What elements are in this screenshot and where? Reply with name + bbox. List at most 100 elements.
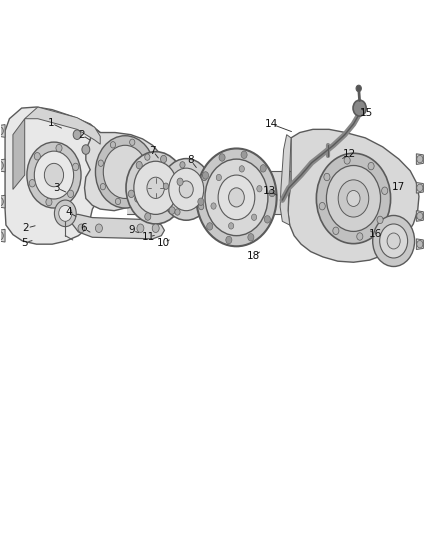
Circle shape: [347, 190, 360, 206]
Circle shape: [218, 175, 255, 220]
Circle shape: [417, 240, 423, 248]
Circle shape: [98, 160, 103, 166]
Text: 12: 12: [343, 149, 356, 159]
Circle shape: [229, 188, 244, 207]
Text: 10: 10: [156, 238, 170, 247]
Circle shape: [56, 144, 62, 152]
Polygon shape: [0, 229, 5, 242]
Text: 13: 13: [263, 186, 276, 196]
Text: 15: 15: [360, 108, 373, 118]
Circle shape: [130, 139, 135, 146]
Text: 6: 6: [80, 223, 87, 233]
Circle shape: [229, 223, 234, 229]
Circle shape: [134, 196, 140, 202]
Text: 7: 7: [149, 146, 156, 156]
Text: 11: 11: [141, 232, 155, 243]
Circle shape: [417, 184, 423, 191]
Circle shape: [373, 215, 415, 266]
Circle shape: [145, 154, 150, 160]
Circle shape: [257, 185, 262, 192]
Circle shape: [201, 174, 207, 181]
Text: 2: 2: [23, 223, 29, 233]
Circle shape: [319, 203, 325, 210]
Polygon shape: [417, 211, 424, 221]
Text: 14: 14: [265, 119, 278, 129]
Circle shape: [241, 151, 247, 158]
Circle shape: [248, 233, 254, 241]
Text: 17: 17: [392, 182, 406, 192]
Circle shape: [78, 224, 85, 232]
Circle shape: [145, 213, 151, 220]
Circle shape: [380, 224, 408, 258]
Circle shape: [73, 163, 79, 171]
Circle shape: [377, 216, 383, 224]
Circle shape: [269, 189, 275, 197]
Circle shape: [239, 166, 244, 172]
Text: 8: 8: [187, 155, 194, 165]
Circle shape: [67, 190, 74, 198]
Circle shape: [0, 231, 4, 240]
Circle shape: [264, 216, 270, 223]
Circle shape: [344, 157, 350, 164]
Circle shape: [316, 154, 391, 244]
Circle shape: [211, 203, 216, 209]
Circle shape: [152, 224, 159, 232]
Circle shape: [128, 190, 134, 198]
Circle shape: [198, 204, 204, 210]
Circle shape: [356, 85, 361, 92]
Circle shape: [226, 236, 232, 244]
Circle shape: [357, 233, 363, 240]
Circle shape: [251, 214, 257, 221]
Circle shape: [338, 180, 369, 217]
Circle shape: [147, 177, 152, 184]
Circle shape: [82, 145, 90, 155]
Circle shape: [136, 161, 142, 169]
Circle shape: [34, 151, 74, 199]
Circle shape: [169, 168, 204, 211]
Circle shape: [417, 156, 423, 163]
Circle shape: [100, 183, 106, 190]
Circle shape: [110, 142, 116, 148]
Circle shape: [169, 207, 175, 214]
Circle shape: [34, 152, 40, 160]
Polygon shape: [0, 159, 5, 172]
Circle shape: [260, 165, 266, 172]
Circle shape: [44, 164, 64, 187]
Text: 16: 16: [369, 229, 382, 239]
Circle shape: [205, 159, 268, 236]
Circle shape: [175, 209, 180, 215]
Polygon shape: [417, 154, 424, 165]
Circle shape: [219, 154, 225, 161]
Circle shape: [126, 152, 185, 224]
Circle shape: [202, 172, 208, 179]
Circle shape: [161, 159, 212, 220]
Polygon shape: [417, 182, 424, 193]
Polygon shape: [13, 119, 25, 189]
Text: 18: 18: [247, 251, 261, 261]
Text: 2: 2: [78, 130, 85, 140]
Text: 5: 5: [21, 238, 28, 247]
Circle shape: [95, 136, 155, 208]
Circle shape: [353, 100, 366, 116]
Circle shape: [387, 233, 400, 249]
Circle shape: [381, 187, 388, 195]
Text: 3: 3: [53, 183, 60, 193]
Circle shape: [333, 227, 339, 235]
Circle shape: [134, 161, 177, 214]
Circle shape: [0, 127, 4, 135]
Circle shape: [0, 161, 4, 169]
Circle shape: [46, 198, 52, 206]
Circle shape: [115, 198, 120, 205]
Circle shape: [196, 149, 277, 246]
Circle shape: [179, 181, 193, 198]
Circle shape: [54, 200, 76, 227]
Circle shape: [29, 180, 35, 187]
Polygon shape: [288, 130, 419, 262]
Polygon shape: [280, 135, 291, 225]
Polygon shape: [127, 171, 300, 214]
Circle shape: [326, 165, 381, 231]
Circle shape: [368, 163, 374, 170]
Circle shape: [161, 156, 167, 163]
Circle shape: [95, 224, 102, 232]
Circle shape: [147, 177, 164, 198]
